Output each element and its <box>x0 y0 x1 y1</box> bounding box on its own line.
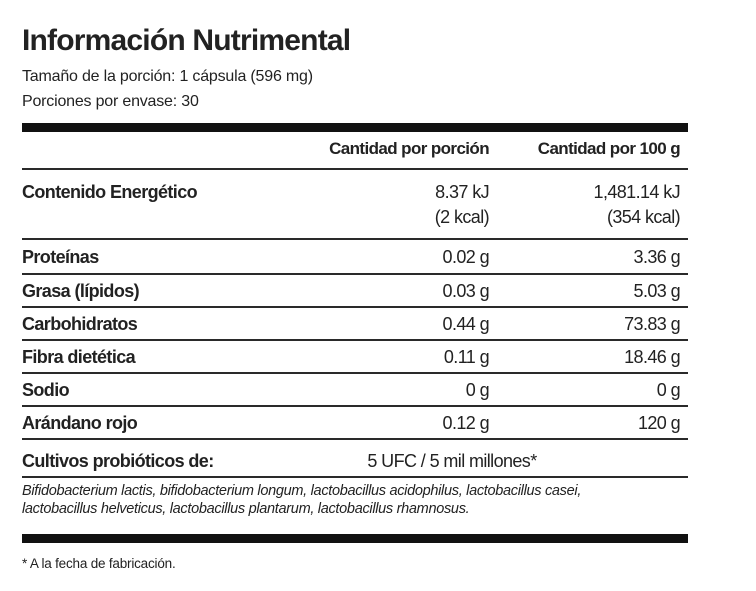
row-per-100g: 73.83 g <box>624 314 680 334</box>
footnote: * A la fecha de fabricación. <box>22 556 176 571</box>
row-per-serving: 0.12 g <box>442 413 490 433</box>
row-per-serving: 0.03 g <box>442 281 490 301</box>
header-divider <box>22 168 688 170</box>
row-label: Proteínas <box>22 247 99 267</box>
species-line-1: Bifidobacterium lactis, bifidobacterium … <box>22 483 582 499</box>
row-divider <box>22 438 688 440</box>
row-per-100g: 18.46 g <box>624 347 680 367</box>
energy-per-100g-kcal: (354 kcal) <box>606 207 681 227</box>
probiotic-species-list: Bifidobacterium lactis, bifidobacterium … <box>22 482 688 518</box>
row-label-energy: Contenido Energético <box>22 182 198 202</box>
row-label: Sodio <box>22 380 70 400</box>
row-per-100g: 3.36 g <box>633 247 681 267</box>
row-divider <box>22 405 688 407</box>
energy-per-100g-kj: 1,481.14 kJ <box>593 182 681 202</box>
row-label: Arándano rojo <box>22 413 138 433</box>
row-divider <box>22 306 688 308</box>
row-divider <box>22 238 688 240</box>
row-label: Fibra dietética <box>22 347 136 367</box>
column-header-per-100g: Cantidad por 100 g <box>537 139 681 158</box>
probiotics-label: Cultivos probióticos de: <box>22 451 214 471</box>
panel-title: Información Nutrimental <box>22 24 351 57</box>
energy-per-serving-kcal: (2 kcal) <box>434 207 490 227</box>
row-per-serving: 0.44 g <box>442 314 490 334</box>
row-divider <box>22 339 688 341</box>
row-divider <box>22 372 688 374</box>
row-divider <box>22 273 688 275</box>
energy-per-serving-kj: 8.37 kJ <box>435 182 489 202</box>
column-header-per-serving: Cantidad por porción <box>329 139 489 158</box>
row-per-100g: 5.03 g <box>633 281 681 301</box>
top-thick-rule <box>22 123 688 132</box>
servings-per-container: Porciones por envase: 30 <box>22 93 199 110</box>
row-per-serving: 0.02 g <box>442 247 490 267</box>
row-per-100g: 120 g <box>637 413 681 433</box>
probiotics-value: 5 UFC / 5 mil millones* <box>367 451 537 471</box>
serving-size: Tamaño de la porción: 1 cápsula (596 mg) <box>22 68 313 85</box>
row-per-100g: 0 g <box>656 380 681 400</box>
row-label: Grasa (lípidos) <box>22 281 140 301</box>
row-label: Carbohidratos <box>22 314 138 334</box>
probiotics-divider <box>22 476 688 478</box>
species-line-2: lactobacillus helveticus, lactobacillus … <box>22 501 470 517</box>
bottom-thick-rule <box>22 534 688 543</box>
row-per-serving: 0 g <box>465 380 490 400</box>
row-per-serving: 0.11 g <box>443 347 490 367</box>
